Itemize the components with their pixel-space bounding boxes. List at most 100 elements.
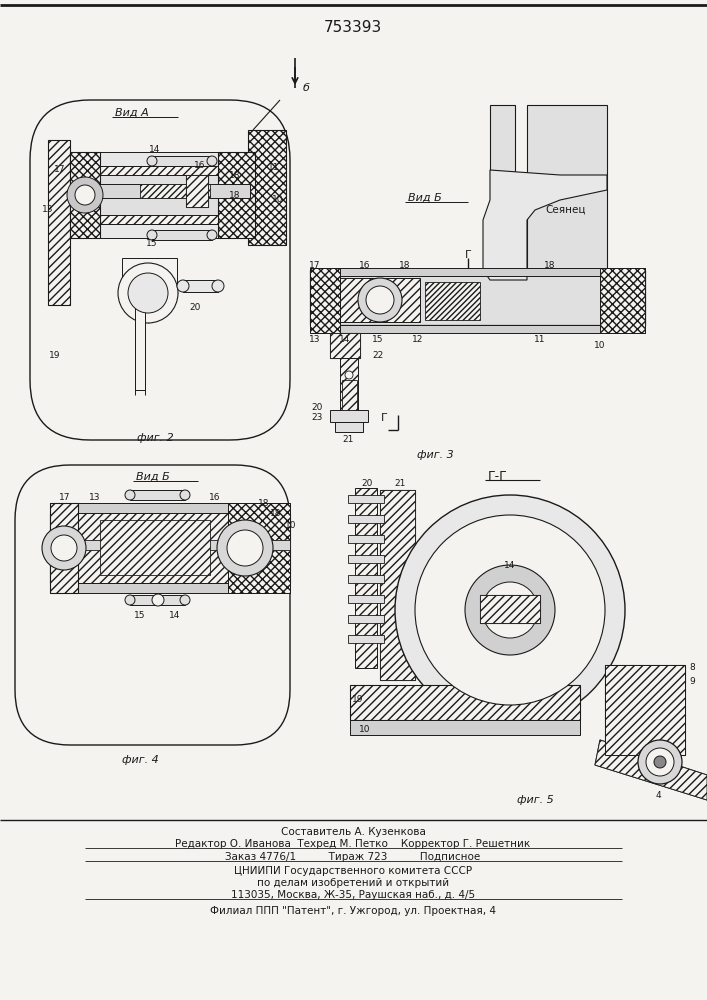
Text: 14: 14 (504, 560, 515, 570)
Text: 15: 15 (373, 336, 384, 344)
Text: фиг. 5: фиг. 5 (517, 795, 554, 805)
Circle shape (177, 280, 189, 292)
Circle shape (67, 177, 103, 213)
Circle shape (465, 565, 555, 655)
Text: 10: 10 (595, 340, 606, 350)
Bar (355, 488, 377, 668)
Text: 18: 18 (270, 508, 281, 518)
Text: 11: 11 (534, 336, 546, 344)
Bar (70, 184, 250, 198)
Bar (228, 503, 290, 593)
Text: 20: 20 (361, 480, 373, 488)
Bar (348, 595, 384, 603)
Bar (425, 282, 480, 320)
Bar (135, 305, 145, 390)
Text: Вид А: Вид А (115, 108, 148, 118)
Bar (480, 595, 540, 623)
Bar (527, 105, 607, 330)
Bar (605, 665, 685, 755)
Circle shape (638, 740, 682, 784)
Text: 18: 18 (544, 260, 556, 269)
Text: Сеянец: Сеянец (545, 205, 585, 215)
Bar (48, 140, 70, 305)
Bar (90, 166, 240, 224)
Bar (330, 410, 368, 422)
Circle shape (125, 490, 135, 500)
Text: фиг. 2: фиг. 2 (136, 433, 173, 443)
Circle shape (212, 280, 224, 292)
Bar (70, 152, 100, 238)
Bar (130, 595, 185, 605)
Text: Г-Г: Г-Г (488, 471, 508, 484)
Text: 14: 14 (169, 610, 181, 619)
Text: 18: 18 (229, 190, 241, 200)
Polygon shape (595, 740, 707, 800)
Circle shape (366, 286, 394, 314)
Bar (310, 325, 645, 333)
Circle shape (395, 495, 625, 725)
Text: 4: 4 (655, 790, 661, 800)
Bar (50, 513, 290, 583)
Bar (605, 665, 685, 755)
Circle shape (42, 526, 86, 570)
Text: 19: 19 (49, 351, 61, 360)
Circle shape (358, 278, 402, 322)
Bar (100, 175, 230, 215)
Circle shape (482, 582, 538, 638)
Text: 13: 13 (89, 493, 101, 502)
Circle shape (128, 273, 168, 313)
Text: 113035, Москва, Ж-35, Раушская наб., д. 4/5: 113035, Москва, Ж-35, Раушская наб., д. … (231, 890, 475, 900)
Bar (480, 595, 540, 623)
Bar (152, 230, 212, 240)
Text: 16: 16 (194, 160, 206, 169)
Bar (348, 575, 384, 583)
Text: 17: 17 (54, 165, 66, 174)
Text: Составитель А. Кузенкова: Составитель А. Кузенкова (281, 827, 426, 837)
Text: Филиал ППП "Патент", г. Ужгород, ул. Проектная, 4: Филиал ППП "Патент", г. Ужгород, ул. Про… (210, 906, 496, 916)
Bar (380, 490, 415, 680)
Text: Вид Б: Вид Б (136, 472, 170, 482)
Bar (122, 258, 177, 293)
FancyBboxPatch shape (30, 100, 290, 440)
Circle shape (654, 756, 666, 768)
Circle shape (147, 230, 157, 240)
Bar (380, 490, 415, 680)
Text: 12: 12 (412, 336, 423, 344)
Text: Заказ 4776/1          Тираж 723          Подписное: Заказ 4776/1 Тираж 723 Подписное (226, 852, 481, 862)
Bar (50, 503, 78, 593)
Text: фиг. 3: фиг. 3 (416, 450, 453, 460)
Text: 19: 19 (352, 696, 363, 704)
Bar (330, 333, 360, 358)
Bar (50, 540, 290, 550)
Text: 13: 13 (309, 336, 321, 344)
Circle shape (217, 520, 273, 576)
Text: ЦНИИПИ Государственного комитета СССР: ЦНИИПИ Государственного комитета СССР (234, 866, 472, 876)
Text: 21: 21 (395, 480, 406, 488)
Text: б: б (303, 83, 310, 93)
Bar (70, 152, 255, 166)
Bar (70, 224, 255, 238)
Circle shape (207, 156, 217, 166)
Bar (100, 520, 210, 575)
Text: 18: 18 (258, 498, 269, 508)
Bar (335, 422, 363, 432)
Text: 15: 15 (134, 610, 146, 619)
Circle shape (180, 490, 190, 500)
Circle shape (345, 371, 353, 379)
Bar (186, 175, 208, 207)
Text: 8: 8 (689, 664, 695, 672)
Text: Г: Г (380, 413, 387, 423)
Text: Г: Г (464, 250, 472, 260)
Polygon shape (605, 665, 685, 755)
Bar (600, 268, 645, 333)
Circle shape (180, 595, 190, 605)
Bar (130, 490, 185, 500)
Text: 22: 22 (373, 352, 384, 360)
Text: 16: 16 (359, 260, 370, 269)
Bar (340, 278, 420, 322)
Text: 17: 17 (309, 260, 321, 269)
Text: фиг. 4: фиг. 4 (122, 755, 158, 765)
Bar (348, 635, 384, 643)
Text: 20: 20 (312, 403, 323, 412)
Bar (348, 615, 384, 623)
